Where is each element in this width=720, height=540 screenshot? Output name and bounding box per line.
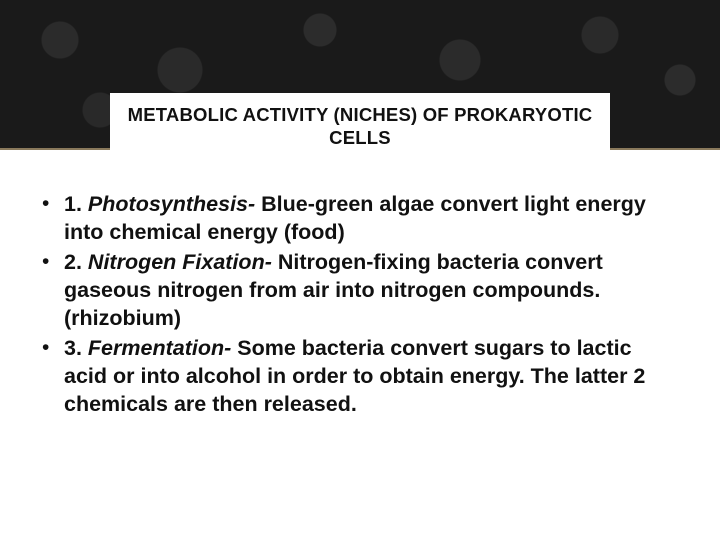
- bullet-number: 3.: [64, 336, 82, 360]
- bullet-number: 2.: [64, 250, 82, 274]
- bullet-marker: •: [40, 248, 64, 276]
- content-area: • 1. Photosynthesis- Blue-green algae co…: [40, 190, 680, 420]
- bullet-text: 2. Nitrogen Fixation- Nitrogen-fixing ba…: [64, 248, 680, 332]
- bullet-term: Nitrogen Fixation-: [88, 250, 272, 274]
- bullet-text: 3. Fermentation- Some bacteria convert s…: [64, 334, 680, 418]
- bullet-marker: •: [40, 334, 64, 362]
- bullet-term: Fermentation-: [88, 336, 231, 360]
- bullet-item: • 3. Fermentation- Some bacteria convert…: [40, 334, 680, 418]
- bullet-text: 1. Photosynthesis- Blue-green algae conv…: [64, 190, 680, 246]
- title-box: METABOLIC ACTIVITY (NICHES) OF PROKARYOT…: [110, 93, 610, 161]
- bullet-term: Photosynthesis-: [88, 192, 255, 216]
- bullet-item: • 2. Nitrogen Fixation- Nitrogen-fixing …: [40, 248, 680, 332]
- slide: METABOLIC ACTIVITY (NICHES) OF PROKARYOT…: [0, 0, 720, 540]
- slide-title: METABOLIC ACTIVITY (NICHES) OF PROKARYOT…: [124, 103, 596, 149]
- bullet-marker: •: [40, 190, 64, 218]
- bullet-item: • 1. Photosynthesis- Blue-green algae co…: [40, 190, 680, 246]
- bullet-number: 1.: [64, 192, 82, 216]
